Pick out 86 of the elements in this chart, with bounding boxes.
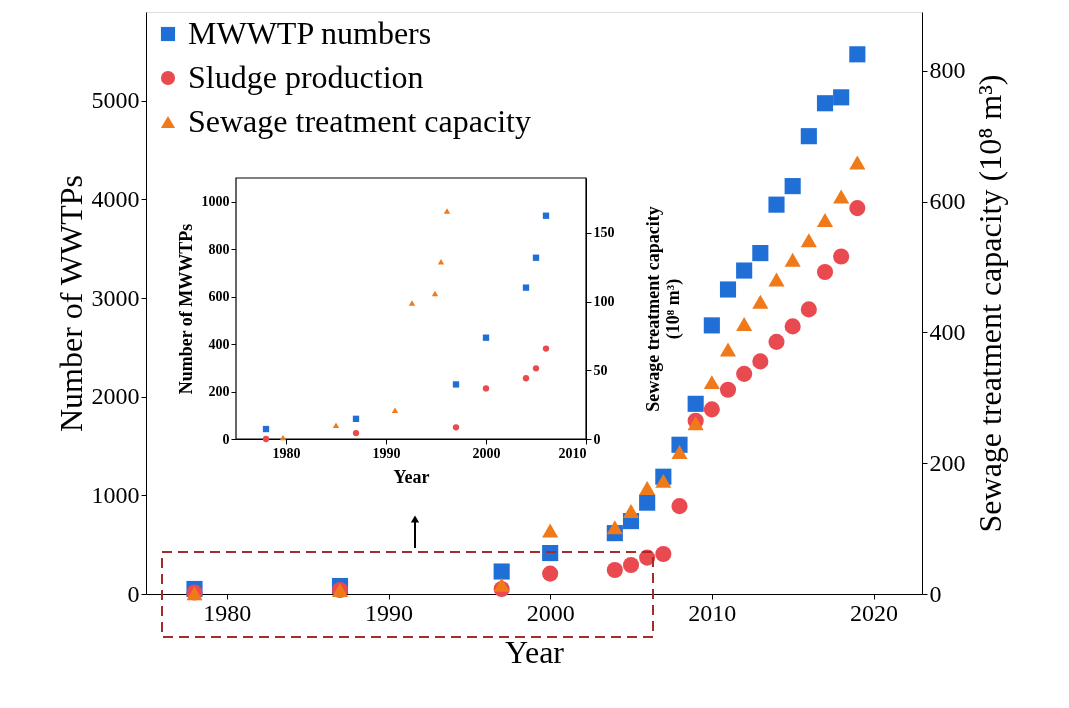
point <box>816 212 834 227</box>
y-tick-label: 800 <box>208 241 230 257</box>
y2-tick-label: 100 <box>593 294 615 310</box>
point <box>687 416 704 431</box>
y2-tick-label: 400 <box>929 318 966 345</box>
y2-tick-label: 150 <box>593 225 615 241</box>
x-tick-label: 2000 <box>526 599 575 626</box>
point <box>784 178 801 195</box>
y-tick-label: 600 <box>208 289 230 305</box>
point <box>752 353 769 370</box>
y2-tick-label: 600 <box>929 188 966 215</box>
y2-tick-label: 50 <box>593 362 608 378</box>
point <box>849 155 866 170</box>
point <box>752 294 769 309</box>
point <box>655 473 672 488</box>
point <box>833 248 850 265</box>
y-tick-label: 0 <box>127 580 140 607</box>
point <box>833 189 850 204</box>
point <box>639 494 656 511</box>
legend-label: Sludge production <box>188 59 424 95</box>
point <box>719 381 737 398</box>
point <box>768 196 785 213</box>
y-tick-label: 2000 <box>91 383 140 410</box>
x-tick-label: 2010 <box>558 445 587 461</box>
point <box>493 577 510 592</box>
point <box>655 546 672 563</box>
point <box>784 252 801 267</box>
point <box>542 545 559 562</box>
y2-tick-label: 0 <box>593 431 601 447</box>
legend-label: Sewage treatment capacity <box>188 103 531 139</box>
point <box>639 481 656 496</box>
point <box>622 556 640 574</box>
point <box>542 565 559 582</box>
legend-label: MWWTP numbers <box>188 15 432 51</box>
point <box>622 503 640 518</box>
point <box>800 128 817 145</box>
point <box>784 318 801 335</box>
point <box>736 262 753 279</box>
point <box>703 375 720 390</box>
y-tick-label: 5000 <box>91 87 140 114</box>
y2-axis-title: Sewage treatment capacity (10⁸ m³) <box>642 206 684 412</box>
point <box>493 563 510 580</box>
point <box>768 272 785 287</box>
y-tick-label: 4000 <box>91 185 140 212</box>
point <box>736 365 753 382</box>
point <box>703 401 720 418</box>
x-tick-label: 1980 <box>203 599 252 626</box>
point <box>768 333 785 350</box>
y-tick-label: 200 <box>208 384 230 400</box>
x-tick-label: 1990 <box>372 445 401 461</box>
y-axis-title: Number of WWTPs <box>52 174 89 433</box>
point <box>800 233 817 248</box>
point <box>816 263 834 281</box>
point <box>671 445 688 460</box>
point <box>736 316 753 331</box>
point <box>687 395 704 412</box>
y-tick-label: 3000 <box>91 284 140 311</box>
point <box>719 342 737 357</box>
y-tick-label: 400 <box>208 336 230 352</box>
point <box>849 200 866 217</box>
y2-tick-label: 200 <box>929 449 966 476</box>
x-tick-label: 1990 <box>365 599 413 626</box>
point <box>800 301 817 318</box>
x-axis-title: Year <box>505 633 565 670</box>
x-tick-label: 2010 <box>688 599 737 626</box>
y-axis-title: Number of MWWTPs <box>175 223 196 395</box>
point <box>833 89 850 106</box>
y-tick-label: 1000 <box>91 481 140 508</box>
point <box>606 561 623 579</box>
y2-tick-label: 800 <box>929 57 966 84</box>
point <box>752 245 769 262</box>
point <box>816 95 834 112</box>
point <box>849 46 866 63</box>
x-tick-label: 2020 <box>850 599 898 626</box>
point <box>703 317 720 334</box>
point <box>606 520 623 535</box>
y2-axis-title: Sewage treatment capacity (10⁸ m³) <box>971 74 1008 533</box>
point <box>671 498 688 515</box>
y2-tick-label: 0 <box>929 580 942 607</box>
y-tick-label: 0 <box>222 431 230 447</box>
y-tick-label: 1000 <box>201 194 230 210</box>
x-tick-label: 2000 <box>472 445 501 461</box>
x-axis-title: Year <box>393 466 430 487</box>
point <box>719 281 737 298</box>
x-tick-label: 1980 <box>272 445 301 461</box>
point <box>542 523 559 538</box>
